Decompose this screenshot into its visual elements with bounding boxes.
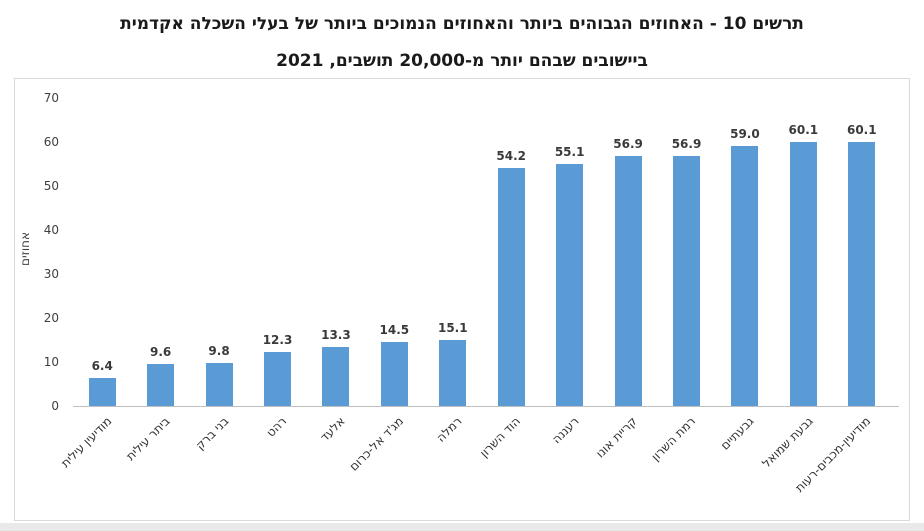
- y-axis-title: אחוזים: [18, 232, 32, 266]
- x-axis-line: [73, 406, 899, 407]
- x-axis-category-label: גבעת שמואל: [758, 414, 816, 471]
- bar-value-label: 9.6: [150, 344, 172, 359]
- bar: [731, 146, 759, 406]
- x-axis-category-label: גבעתיים: [718, 414, 757, 453]
- bar: [556, 163, 584, 406]
- y-axis-tick-label: 60: [43, 135, 59, 149]
- bar-value-label: 6.4: [91, 358, 113, 373]
- y-axis-tick-label: 10: [43, 355, 59, 369]
- bar: [322, 347, 350, 406]
- bar: [789, 141, 817, 406]
- bar-value-label: 12.3: [262, 332, 293, 347]
- bar-value-label: 55.1: [554, 144, 585, 159]
- bar: [205, 362, 233, 406]
- chart-title-line2: ביישובים שבהם יותר מ-20,000 תושבים, 2021: [276, 51, 648, 71]
- x-axis-category-label: רעננה: [549, 414, 582, 447]
- bar: [614, 155, 642, 406]
- bar: [88, 377, 116, 406]
- bar: [439, 339, 467, 406]
- bar-value-label: 13.3: [321, 328, 351, 343]
- bar: [848, 141, 876, 406]
- bar-value-label: 56.9: [613, 136, 643, 151]
- y-axis-tick-label: 30: [43, 267, 59, 281]
- x-axis-category-label: רמלה: [433, 414, 465, 445]
- bar-value-label: 60.1: [846, 122, 877, 137]
- bar: [497, 167, 525, 406]
- bar-value-label: 15.1: [437, 320, 468, 335]
- x-axis-category-label: רהט: [263, 414, 290, 440]
- chart-title: תרשים 10 - האחוזים הגבוהים ביותר והאחוזי…: [0, 6, 924, 80]
- x-axis-category-label: בני ברק: [192, 414, 231, 453]
- chart-title-line1: תרשים 10 - האחוזים הגבוהים ביותר והאחוזי…: [120, 14, 804, 34]
- bar-value-label: 56.9: [671, 136, 702, 151]
- x-axis-category-label: מודיעין עילית: [57, 414, 115, 471]
- bar: [380, 342, 408, 406]
- y-axis-tick-label: 70: [43, 91, 59, 105]
- x-axis-category-label: קריית אונו: [593, 414, 640, 461]
- x-axis-category-label: ביתר עילית: [123, 414, 173, 464]
- page-bottom-edge: [0, 523, 924, 531]
- x-axis-category-label: מג'ד אל-כרום: [346, 414, 407, 474]
- bar-value-label: 54.2: [496, 148, 526, 163]
- bar-value-label: 14.5: [379, 323, 410, 338]
- bar-value-label: 60.1: [788, 122, 819, 137]
- y-axis-tick-label: 0: [51, 399, 59, 413]
- bar: [673, 155, 700, 406]
- x-axis-category-label: הוד השרון: [477, 414, 524, 461]
- y-axis-tick-label: 50: [43, 179, 59, 193]
- plot-area: אחוזים 0 10 20 30 40 50 60 70 6.4 מודיעין עילית 9.…: [14, 78, 910, 521]
- x-axis-category-label: רמת השרון: [648, 414, 699, 464]
- bar-value-label: 9.8: [208, 343, 230, 358]
- y-axis-tick-label: 40: [43, 223, 59, 237]
- y-axis-tick-label: 20: [43, 311, 59, 325]
- bar: [264, 351, 291, 406]
- bar: [147, 363, 175, 406]
- x-axis-category-label: אלעד: [317, 414, 348, 445]
- bar-value-label: 59.0: [730, 127, 760, 142]
